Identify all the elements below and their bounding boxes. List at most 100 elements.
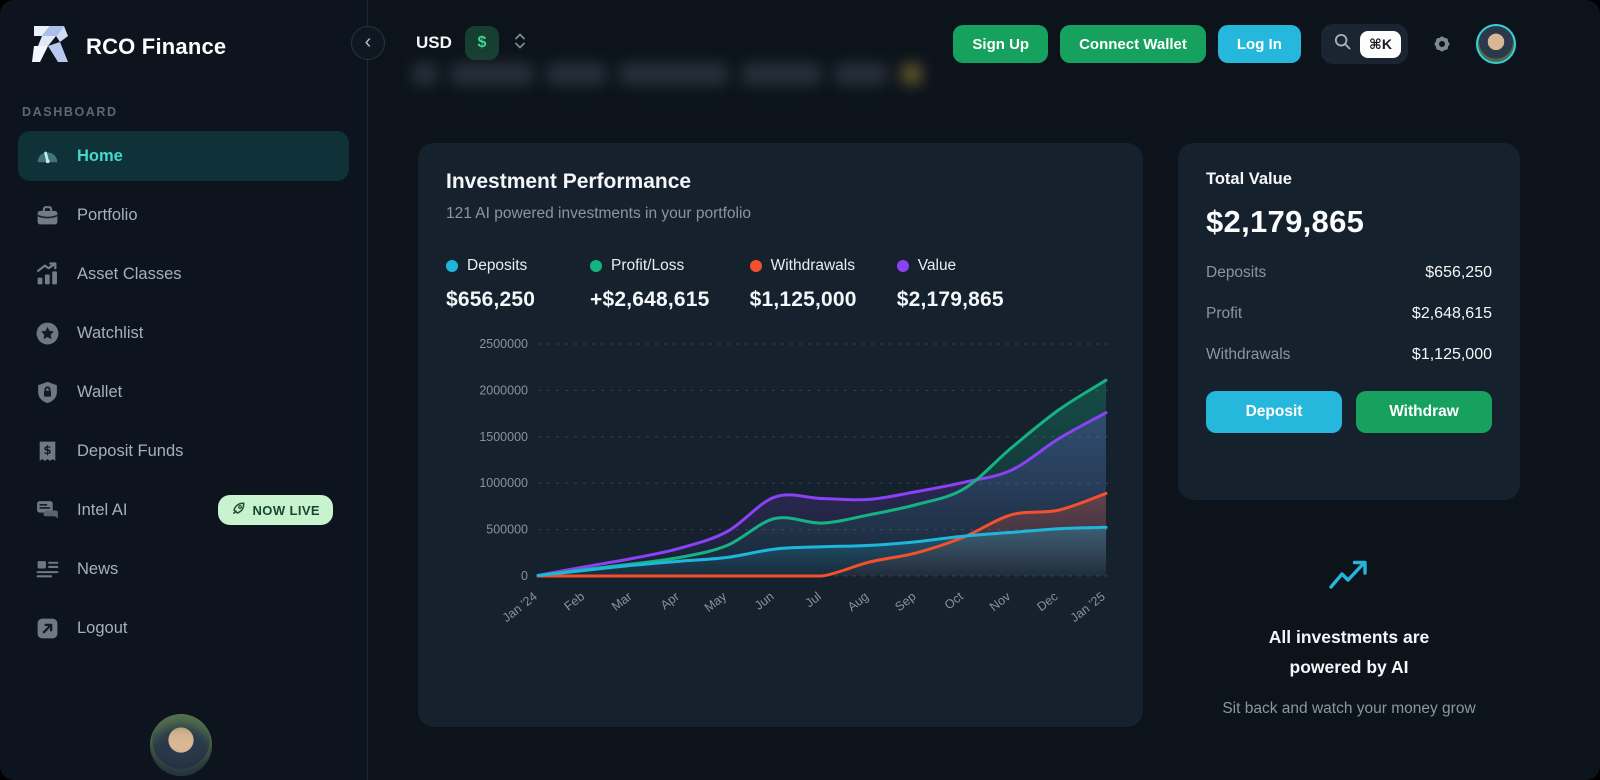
svg-text:Jul: Jul	[803, 589, 824, 610]
total-value-rows: Deposits $656,250 Profit $2,648,615 With…	[1206, 264, 1492, 364]
sort-chevrons-icon	[512, 32, 528, 55]
legend-item-value[interactable]: Value $2,179,865	[896, 257, 1004, 312]
svg-text:Feb: Feb	[562, 589, 588, 613]
legend-label: Deposits	[467, 257, 528, 274]
receipt-dollar-icon: $	[34, 438, 60, 464]
sidebar-item-label: Wallet	[77, 382, 123, 401]
gauge-icon	[34, 143, 60, 169]
sidebar-section-label: DASHBOARD	[22, 105, 118, 119]
brand-logo-icon	[30, 24, 72, 69]
sidebar-item-label: Portfolio	[77, 205, 138, 224]
legend-item-profit-loss[interactable]: Profit/Loss +$2,648,615	[590, 257, 710, 312]
total-value-amount: $2,179,865	[1206, 204, 1365, 239]
search-icon	[1333, 32, 1352, 56]
svg-text:Dec: Dec	[1034, 589, 1060, 614]
legend-value: +$2,648,615	[590, 288, 710, 311]
sidebar-item-deposit-funds[interactable]: $ Deposit Funds	[18, 426, 349, 476]
legend-item-deposits[interactable]: Deposits $656,250	[446, 257, 550, 312]
sidebar-item-label: Asset Classes	[77, 264, 182, 283]
now-live-label: NOW LIVE	[252, 502, 320, 518]
card-title: Investment Performance	[446, 170, 692, 193]
connect-wallet-button[interactable]: Connect Wallet	[1060, 25, 1206, 63]
ai-note: All investments are powered by AI Sit ba…	[1214, 558, 1484, 722]
svg-text:500000: 500000	[486, 523, 528, 537]
currency-selector[interactable]: USD $	[416, 26, 528, 60]
briefcase-icon	[34, 202, 60, 228]
search-button[interactable]: ⌘K	[1320, 24, 1408, 64]
row-label: Withdrawals	[1206, 346, 1291, 363]
sign-up-button[interactable]: Sign Up	[953, 25, 1049, 63]
card-subtitle: 121 AI powered investments in your portf…	[446, 205, 752, 222]
sidebar-item-logout[interactable]: Logout	[18, 603, 349, 653]
currency-code: USD	[416, 33, 452, 52]
legend-label: Withdrawals	[770, 257, 855, 274]
value-dot-icon	[896, 260, 909, 272]
sidebar-item-label: Intel AI	[77, 500, 128, 519]
sidebar-item-intel-ai[interactable]: Intel AI NOW LIVE	[18, 485, 349, 535]
deposits-dot-icon	[446, 260, 458, 272]
chat-bubbles-icon	[34, 497, 60, 523]
legend-value: $656,250	[446, 288, 536, 311]
sidebar-item-news[interactable]: News	[18, 544, 349, 594]
currency-symbol-chip: $	[464, 26, 499, 60]
legend-label: Value	[917, 257, 957, 274]
rocket-icon	[231, 501, 246, 519]
logout-icon	[34, 615, 60, 641]
svg-text:Aug: Aug	[845, 589, 871, 614]
svg-text:Jan '25: Jan '25	[1068, 589, 1108, 625]
shield-lock-icon	[34, 379, 60, 405]
brand[interactable]: RCO Finance	[0, 0, 367, 69]
row-label: Deposits	[1206, 264, 1267, 281]
performance-chart: 0 500000 1000000 1500000 2000000 2500000 Jan '…	[446, 326, 1115, 647]
line-chart: 0 500000 1000000 1500000 2000000 2500000 Jan '…	[479, 337, 1112, 625]
sidebar: RCO Finance DASHBOARD Home Portfolio A	[0, 0, 368, 780]
user-avatar[interactable]	[1476, 24, 1516, 64]
sidebar-item-portfolio[interactable]: Portfolio	[18, 190, 349, 240]
total-value-title: Total Value	[1206, 170, 1292, 188]
profit-loss-dot-icon	[590, 260, 602, 272]
row-label: Profit	[1206, 305, 1243, 322]
svg-text:0: 0	[521, 569, 528, 583]
chart-legend: Deposits $656,250 Profit/Loss +$2,648,61…	[446, 257, 1115, 312]
sidebar-collapse-button[interactable]: ‹	[351, 26, 385, 60]
sidebar-item-label: Watchlist	[77, 323, 144, 342]
sidebar-item-wallet[interactable]: Wallet	[18, 367, 349, 417]
sidebar-item-label: News	[77, 559, 119, 578]
sidebar-item-watchlist[interactable]: Watchlist	[18, 308, 349, 358]
withdrawals-dot-icon	[749, 260, 762, 272]
total-value-actions: Deposit Withdraw	[1206, 391, 1492, 433]
svg-text:2000000: 2000000	[479, 383, 528, 397]
withdraw-button[interactable]: Withdraw	[1356, 391, 1492, 433]
svg-text:2500000: 2500000	[479, 337, 528, 351]
row-value: $656,250	[1425, 264, 1492, 281]
row-value: $2,648,615	[1411, 305, 1492, 322]
star-icon	[34, 320, 60, 346]
bar-chart-trend-icon	[34, 261, 60, 287]
svg-text:1500000: 1500000	[479, 430, 528, 444]
row-deposits: Deposits $656,250	[1206, 264, 1492, 282]
sidebar-item-asset-classes[interactable]: Asset Classes	[18, 249, 349, 299]
legend-label: Profit/Loss	[611, 257, 685, 274]
keyboard-shortcut-badge: ⌘K	[1359, 30, 1401, 58]
topbar: USD $ Sign Up Connect Wallet Log In ⌘K	[368, 0, 1600, 110]
blurred-ticker	[412, 58, 922, 90]
log-in-button[interactable]: Log In	[1217, 25, 1301, 63]
legend-item-withdrawals[interactable]: Withdrawals $1,125,000	[749, 257, 857, 312]
brand-name: RCO Finance	[86, 33, 227, 59]
topbar-actions: Sign Up Connect Wallet Log In ⌘K	[953, 24, 1516, 64]
svg-text:Jun: Jun	[752, 589, 777, 612]
news-icon	[34, 556, 60, 582]
svg-text:Apr: Apr	[658, 589, 682, 612]
sidebar-item-label: Deposit Funds	[77, 441, 184, 460]
settings-gear-icon[interactable]	[1430, 32, 1454, 56]
ai-note-title: All investments are powered by AI	[1268, 627, 1430, 677]
svg-text:Sep: Sep	[892, 589, 918, 614]
svg-text:Jan '24: Jan '24	[500, 589, 540, 625]
sidebar-item-label: Logout	[77, 618, 128, 637]
sidebar-item-home[interactable]: Home	[18, 131, 349, 181]
ai-note-subtitle: Sit back and watch your money grow	[1222, 700, 1476, 717]
deposit-button[interactable]: Deposit	[1206, 391, 1342, 433]
sidebar-user-avatar[interactable]	[150, 714, 212, 776]
row-profit: Profit $2,648,615	[1206, 305, 1492, 323]
